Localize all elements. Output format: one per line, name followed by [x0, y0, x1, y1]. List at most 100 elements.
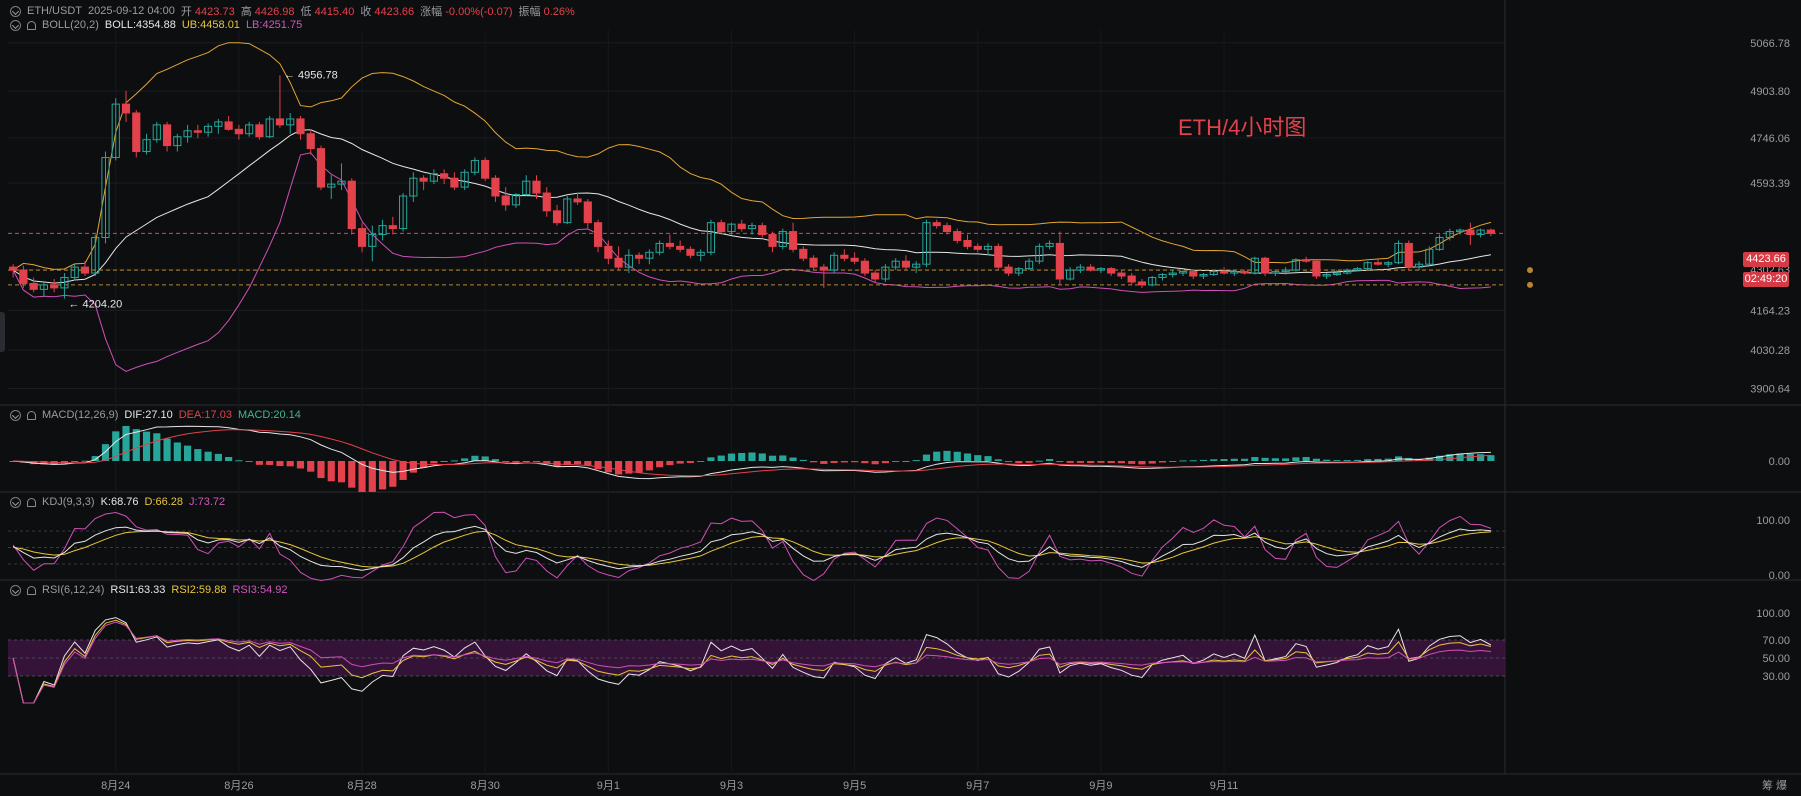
macd-histogram-bar	[430, 461, 438, 464]
time-tick-label: 8月24	[101, 780, 130, 792]
candle-body	[1250, 257, 1259, 274]
macd-histogram-bar	[1435, 455, 1444, 461]
boll-name[interactable]: BOLL(20,2)	[42, 19, 99, 31]
macd-histogram-bar	[1189, 460, 1197, 462]
bell-icon[interactable]	[27, 585, 36, 595]
bottom-right-tools[interactable]: 筹 爆	[1761, 780, 1787, 792]
macd-histogram-bar	[1302, 457, 1310, 461]
candle-body	[1230, 271, 1239, 274]
macd-name[interactable]: MACD(12,26,9)	[42, 409, 119, 421]
macd-histogram-bar	[368, 461, 376, 492]
macd-histogram-bar	[266, 461, 274, 465]
candle-body	[470, 159, 480, 173]
candle-body	[368, 234, 377, 247]
candle-body	[398, 195, 408, 230]
candle-body	[111, 103, 120, 158]
macd-histogram-bar	[101, 444, 110, 461]
kdj-pane[interactable]: 100.00 0.00	[8, 511, 1790, 582]
macd-histogram-bar	[1117, 461, 1126, 464]
symbol-label: ETH/USDT	[27, 5, 82, 17]
candle-body	[891, 260, 900, 268]
candle-body	[1035, 245, 1044, 262]
macd-histogram-bar	[892, 461, 900, 462]
macd-pane[interactable]: 0.00	[9, 425, 1790, 493]
candle-body	[1363, 262, 1372, 270]
candle-body	[142, 139, 151, 153]
time-tick-label: 9月5	[843, 780, 866, 792]
candle-body	[193, 130, 202, 133]
macd-histogram-bar	[666, 461, 674, 466]
candle-body	[491, 177, 500, 197]
sidebar-handle[interactable]	[0, 312, 5, 352]
candle-body	[860, 260, 869, 274]
candle-body	[871, 272, 880, 280]
candle-body	[1322, 274, 1331, 277]
candle-body	[655, 242, 664, 253]
macd-histogram-bar	[1384, 458, 1392, 461]
time-tick-label: 9月9	[1089, 780, 1112, 792]
main-chart-pane[interactable]: ← 4956.78 ← 4204.20	[8, 42, 1533, 372]
macd-histogram-bar	[481, 456, 489, 461]
price-axis: 5066.784903.804746.064593.394302.634164.…	[1750, 38, 1790, 396]
collapse-icon[interactable]	[10, 496, 21, 508]
candle-body	[1404, 242, 1413, 268]
candle-body	[429, 173, 438, 182]
macd-histogram-bar	[440, 460, 448, 462]
candle-body	[224, 121, 233, 130]
macd-histogram-bar	[830, 461, 838, 463]
open-value: 4423.73	[194, 6, 235, 18]
candle-body	[70, 266, 79, 279]
macd-histogram-bar	[461, 458, 469, 461]
candle-body	[768, 234, 777, 247]
candle-body	[337, 180, 346, 185]
rsi-name[interactable]: RSI(6,12,24)	[42, 584, 105, 596]
candle-body	[696, 251, 705, 256]
candle-body	[994, 245, 1003, 268]
candle-body	[737, 223, 746, 230]
collapse-icon[interactable]	[10, 5, 21, 17]
bell-icon[interactable]	[27, 497, 36, 507]
candle-body	[80, 266, 90, 274]
macd-histogram-bar	[604, 461, 612, 473]
candle-body	[1055, 242, 1064, 280]
candle-body	[347, 180, 356, 230]
candle-body	[1414, 263, 1424, 268]
candle-body	[1107, 268, 1116, 274]
candle-body	[676, 245, 685, 250]
collapse-icon[interactable]	[10, 409, 21, 421]
macd-histogram-bar	[1333, 460, 1341, 462]
macd-histogram-bar	[1466, 453, 1474, 461]
macd-histogram-bar	[563, 461, 571, 465]
bell-icon[interactable]	[27, 410, 36, 420]
candle-body	[234, 128, 243, 135]
macd-histogram-bar	[358, 461, 366, 493]
macd-histogram-bar	[594, 461, 602, 470]
candle-body	[162, 124, 172, 147]
macd-tick-label: 0.00	[1769, 456, 1790, 468]
time-tick-label: 9月7	[966, 780, 989, 792]
collapse-icon[interactable]	[10, 584, 21, 596]
candle-body	[973, 245, 982, 250]
candle-body	[532, 180, 541, 194]
macd-histogram-bar	[450, 460, 458, 462]
macd-histogram-bar	[994, 459, 1002, 461]
bell-icon[interactable]	[27, 20, 36, 30]
candle-body	[942, 225, 952, 233]
macd-dea-value: DEA:17.03	[178, 409, 232, 421]
macd-histogram-bar	[984, 456, 992, 461]
macd-histogram-bar	[584, 461, 592, 466]
macd-histogram-bar	[1076, 461, 1084, 463]
candle-body	[1148, 277, 1157, 286]
rsi-pane[interactable]: 100.00 70.00 50.00 30.00	[8, 608, 1790, 704]
macd-histogram-bar	[707, 457, 715, 461]
macd-histogram-bar	[522, 460, 530, 462]
candle-body	[1117, 272, 1126, 277]
kdj-name[interactable]: KDJ(9,3,3)	[42, 496, 95, 508]
collapse-icon[interactable]	[10, 19, 21, 31]
macd-histogram-bar	[307, 461, 315, 472]
macd-histogram-bar	[871, 461, 879, 465]
candle-body	[306, 133, 315, 150]
candle-body	[912, 263, 921, 268]
candle-body	[1096, 268, 1106, 271]
